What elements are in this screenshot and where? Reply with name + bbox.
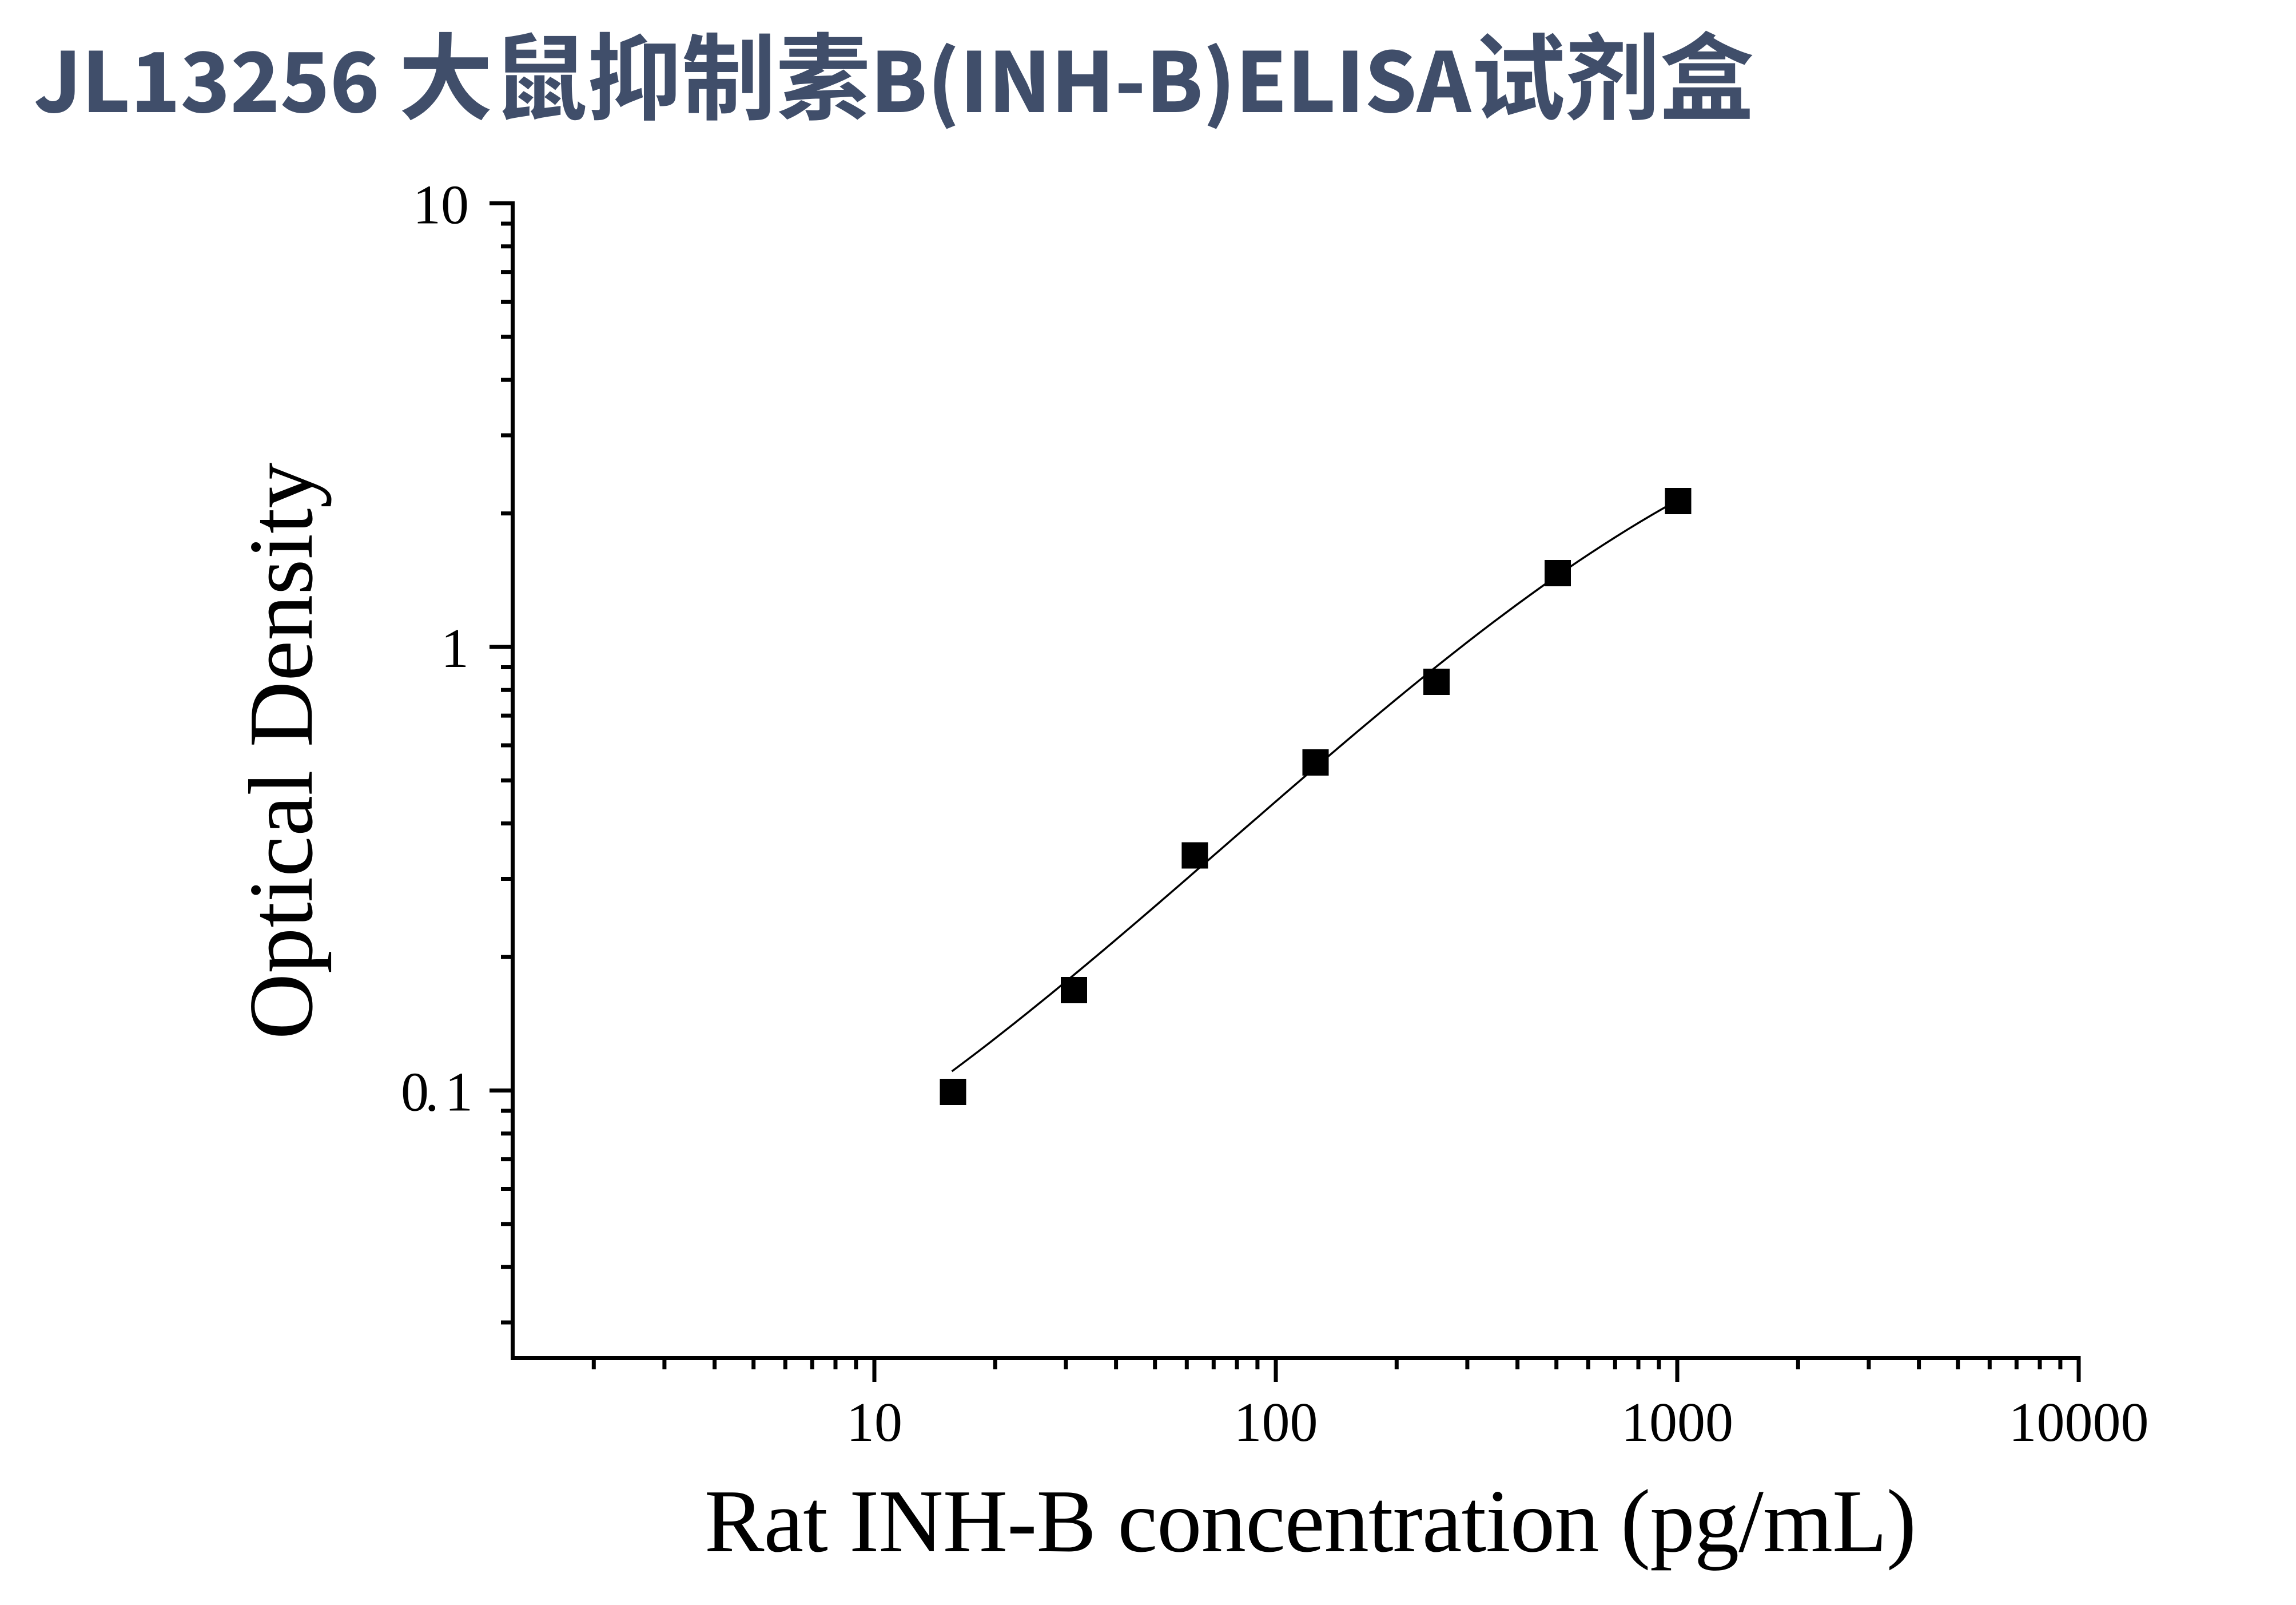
svg-text:0. 1: 0. 1 (401, 1062, 470, 1123)
svg-text:Rat INH-B concentration (pg/mL: Rat INH-B concentration (pg/mL) (705, 1471, 1916, 1571)
svg-text:10000: 10000 (2009, 1392, 2149, 1453)
svg-text:100: 100 (1234, 1392, 1318, 1453)
svg-text:1: 1 (441, 618, 469, 680)
svg-text:1000: 1000 (1621, 1392, 1733, 1453)
svg-text:10: 10 (413, 174, 469, 236)
svg-text:10: 10 (846, 1392, 902, 1453)
svg-text:Optical Density: Optical Density (230, 463, 332, 1040)
